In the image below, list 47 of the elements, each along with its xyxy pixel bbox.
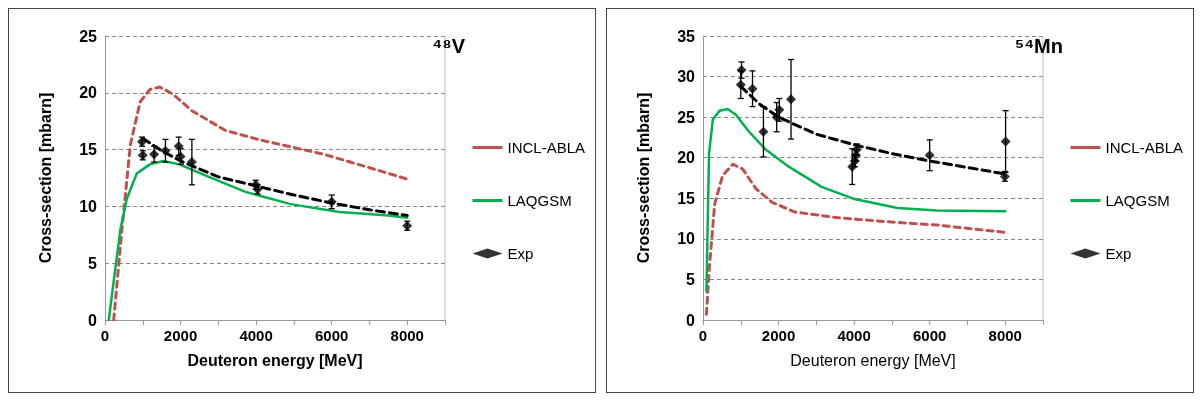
- y-axis-title: Cross-section [mbarn]: [634, 92, 652, 264]
- point: [747, 83, 758, 94]
- y-tick-label: 0: [88, 311, 98, 329]
- y-tick-label: 15: [677, 189, 696, 207]
- legend-label: Exp: [1105, 245, 1132, 262]
- y-tick-label: 10: [79, 197, 98, 215]
- x-tick-label: 6000: [912, 327, 947, 344]
- x-tick-label: 0: [100, 327, 110, 344]
- x-tick-label: 2000: [761, 327, 796, 344]
- x-tick-label: 4000: [837, 327, 871, 344]
- y-tick-label: 15: [79, 141, 98, 159]
- x-tick-label: 8000: [988, 327, 1022, 344]
- x-tick-label: 6000: [314, 327, 349, 344]
- legend-label: LAQGSM: [507, 192, 572, 209]
- line-series: [704, 162, 1007, 316]
- y-tick-label: 25: [677, 108, 696, 126]
- point: [1000, 136, 1011, 147]
- x-tick-label: 0: [698, 327, 708, 344]
- y-tick-label: 20: [79, 84, 98, 102]
- line-series: [705, 107, 1007, 293]
- x-tick-label: 8000: [390, 327, 424, 344]
- legend-label: INCL-ABLA: [507, 139, 585, 156]
- y-tick-label: 30: [677, 68, 696, 86]
- line-series: [112, 85, 409, 322]
- chart-title: ⁵⁴Mn: [1014, 35, 1064, 57]
- y-tick-label: 10: [677, 230, 696, 248]
- y-tick-label: 35: [677, 27, 696, 45]
- point: [149, 149, 160, 160]
- chart-title: ⁴⁸V: [432, 35, 466, 57]
- y-tick-label: 20: [677, 149, 696, 167]
- y-tick-label: 5: [686, 270, 696, 288]
- x-tick-label: 4000: [239, 327, 273, 344]
- legend-label: INCL-ABLA: [1105, 139, 1183, 156]
- legend-label: LAQGSM: [1105, 192, 1170, 209]
- point: [924, 150, 935, 161]
- x-tick-label: 2000: [163, 327, 198, 344]
- y-axis-title: Cross-section [mbarn]: [36, 92, 54, 264]
- point: [786, 94, 797, 105]
- point: [758, 126, 769, 137]
- y-tick-label: 5: [88, 254, 98, 272]
- legend-label: Exp: [507, 245, 534, 262]
- line-series: [107, 159, 409, 322]
- x-axis-title: Deuteron energy [MeV]: [790, 351, 956, 369]
- y-tick-label: 0: [686, 311, 696, 329]
- x-axis-title: Deuteron energy [MeV]: [187, 351, 363, 369]
- y-tick-label: 25: [79, 27, 98, 45]
- point: [160, 145, 171, 156]
